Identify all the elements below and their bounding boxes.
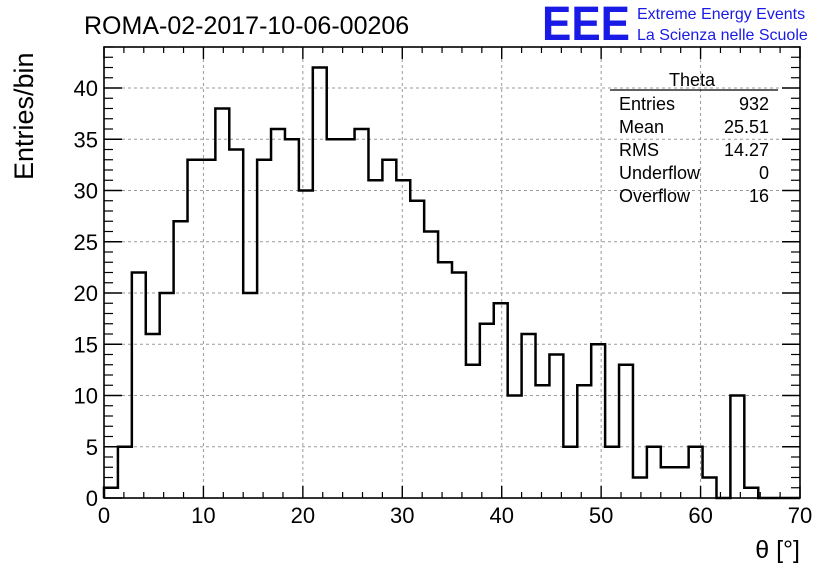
x-tick-label: 50 <box>589 503 613 528</box>
y-axis-label: Entries/bin <box>9 52 39 180</box>
x-tick-label: 60 <box>688 503 712 528</box>
stats-label: Mean <box>619 117 664 137</box>
eee-logo: EEE Extreme Energy Events La Scienza nel… <box>542 0 808 51</box>
y-tick-label: 40 <box>74 76 98 101</box>
stats-box: Theta Entries 932 Mean 25.51 RMS 14.27 Underfl… <box>610 70 778 206</box>
histogram-outline <box>102 66 800 500</box>
logo-line-1: Extreme Energy Events <box>637 6 805 23</box>
x-tick-label: 10 <box>191 503 215 528</box>
stats-value: 932 <box>739 94 769 114</box>
stats-value: 0 <box>759 163 769 183</box>
y-tick-label: 5 <box>86 435 98 460</box>
stats-value: 14.27 <box>724 140 769 160</box>
stats-title: Theta <box>669 70 716 90</box>
eee-logo-mark: EEE <box>542 0 630 51</box>
x-tick-label: 20 <box>291 503 315 528</box>
stats-label: Entries <box>619 94 675 114</box>
stats-label: Overflow <box>619 186 691 206</box>
x-tick-label: 40 <box>489 503 513 528</box>
y-tick-label: 0 <box>86 486 98 511</box>
y-tick-label: 10 <box>74 384 98 409</box>
x-axis-label: θ [°] <box>755 536 800 564</box>
stats-label: RMS <box>619 140 659 160</box>
x-tick-label: 30 <box>390 503 414 528</box>
logo-line-2: La Scienza nelle Scuole <box>637 27 808 44</box>
y-tick-label: 30 <box>74 179 98 204</box>
chart-title: ROMA-02-2017-10-06-00206 <box>84 12 409 40</box>
y-tick-label: 15 <box>74 332 98 357</box>
y-tick-label: 35 <box>74 127 98 152</box>
stats-value: 25.51 <box>724 117 769 137</box>
x-tick-label: 0 <box>98 503 110 528</box>
x-tick-label: 70 <box>788 503 812 528</box>
stats-value: 16 <box>749 186 769 206</box>
y-tick-label: 20 <box>74 281 98 306</box>
grid <box>104 47 800 498</box>
y-tick-label: 25 <box>74 230 98 255</box>
axis-ticks <box>103 46 801 499</box>
stats-label: Underflow <box>619 163 701 183</box>
